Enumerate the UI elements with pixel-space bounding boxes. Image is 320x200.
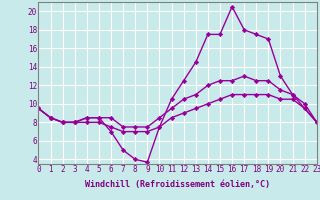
X-axis label: Windchill (Refroidissement éolien,°C): Windchill (Refroidissement éolien,°C) <box>85 180 270 189</box>
